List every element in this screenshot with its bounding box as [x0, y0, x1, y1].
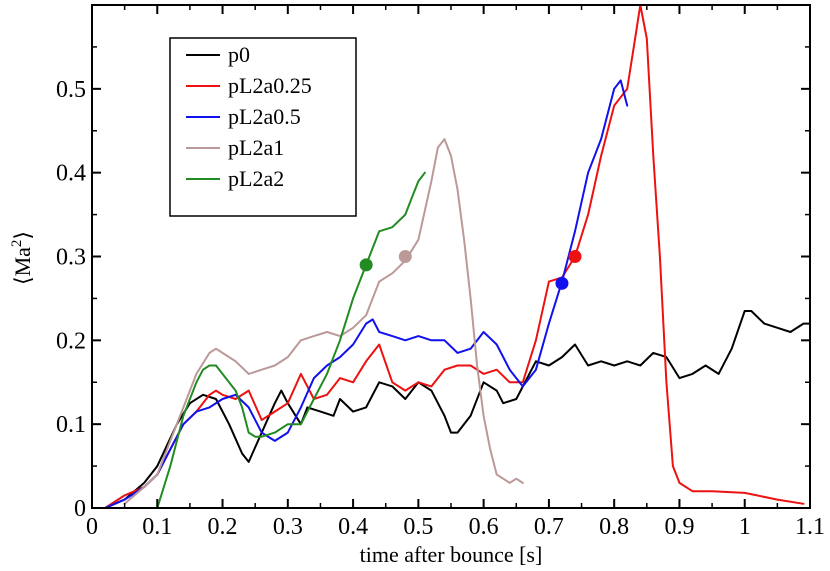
y-axis-title: ⟨Ma2⟩ — [9, 231, 35, 285]
x-tick-label: 0.6 — [469, 514, 499, 540]
tick-layer: 0 0.1 0.2 0.3 0.4 0.5 0.6 0.7 0.8 0.9 1 1.1 0 0.1 0.2 0… — [56, 5, 825, 540]
series-line-pl2a2 — [156, 171, 426, 509]
y-tick-label: 0.5 — [56, 77, 86, 103]
y-tick-label: 0.3 — [56, 245, 86, 271]
y-axis-title-sup: 2 — [9, 240, 25, 248]
legend-label-p0: p0 — [228, 42, 250, 67]
y-axis-title-main: ⟨Ma — [10, 247, 35, 285]
x-tick-label: 1.1 — [795, 514, 825, 540]
legend-label-pl2a1: pL2a1 — [228, 135, 284, 160]
x-tick-label: 0.9 — [664, 514, 694, 540]
series-line-pl2a1 — [123, 138, 524, 505]
x-tick-label: 0.5 — [403, 514, 433, 540]
marker-layer — [359, 250, 582, 290]
legend-label-pl2a0-5: pL2a0.5 — [228, 104, 301, 129]
x-tick-label: 0 — [86, 514, 98, 540]
x-axis-title: time after bounce [s] — [360, 542, 543, 567]
marker-pl2a2 — [359, 258, 373, 272]
y-axis-title-close: ⟩ — [10, 231, 35, 240]
y-tick-label: 0 — [74, 496, 86, 522]
x-tick-label: 1 — [739, 514, 751, 540]
marker-pl2a1 — [398, 250, 412, 263]
series-line-pl2a0-25 — [104, 4, 805, 509]
series-line-p0 — [104, 310, 811, 509]
y-tick-label: 0.1 — [56, 412, 86, 438]
legend: p0 pL2a0.25 pL2a0.5 pL2a1 pL2a2 — [169, 37, 357, 217]
y-tick-label: 0.4 — [56, 161, 86, 187]
x-tick-label: 0.3 — [273, 514, 303, 540]
x-tick-label: 0.8 — [599, 514, 629, 540]
legend-label-pl2a0-25: pL2a0.25 — [228, 73, 312, 98]
y-tick-label: 0.2 — [56, 328, 86, 354]
x-tick-label: 0.4 — [338, 514, 368, 540]
marker-pl2a0-5 — [555, 276, 569, 290]
x-tick-label: 0.1 — [142, 514, 172, 540]
series-layer — [104, 4, 811, 509]
legend-box — [169, 37, 357, 217]
legend-label-pl2a2: pL2a2 — [228, 166, 284, 191]
series-line-pl2a0-5 — [104, 79, 629, 509]
marker-pl2a0-25 — [568, 250, 582, 263]
x-tick-label: 0.7 — [534, 514, 564, 540]
x-tick-label: 0.2 — [208, 514, 238, 540]
